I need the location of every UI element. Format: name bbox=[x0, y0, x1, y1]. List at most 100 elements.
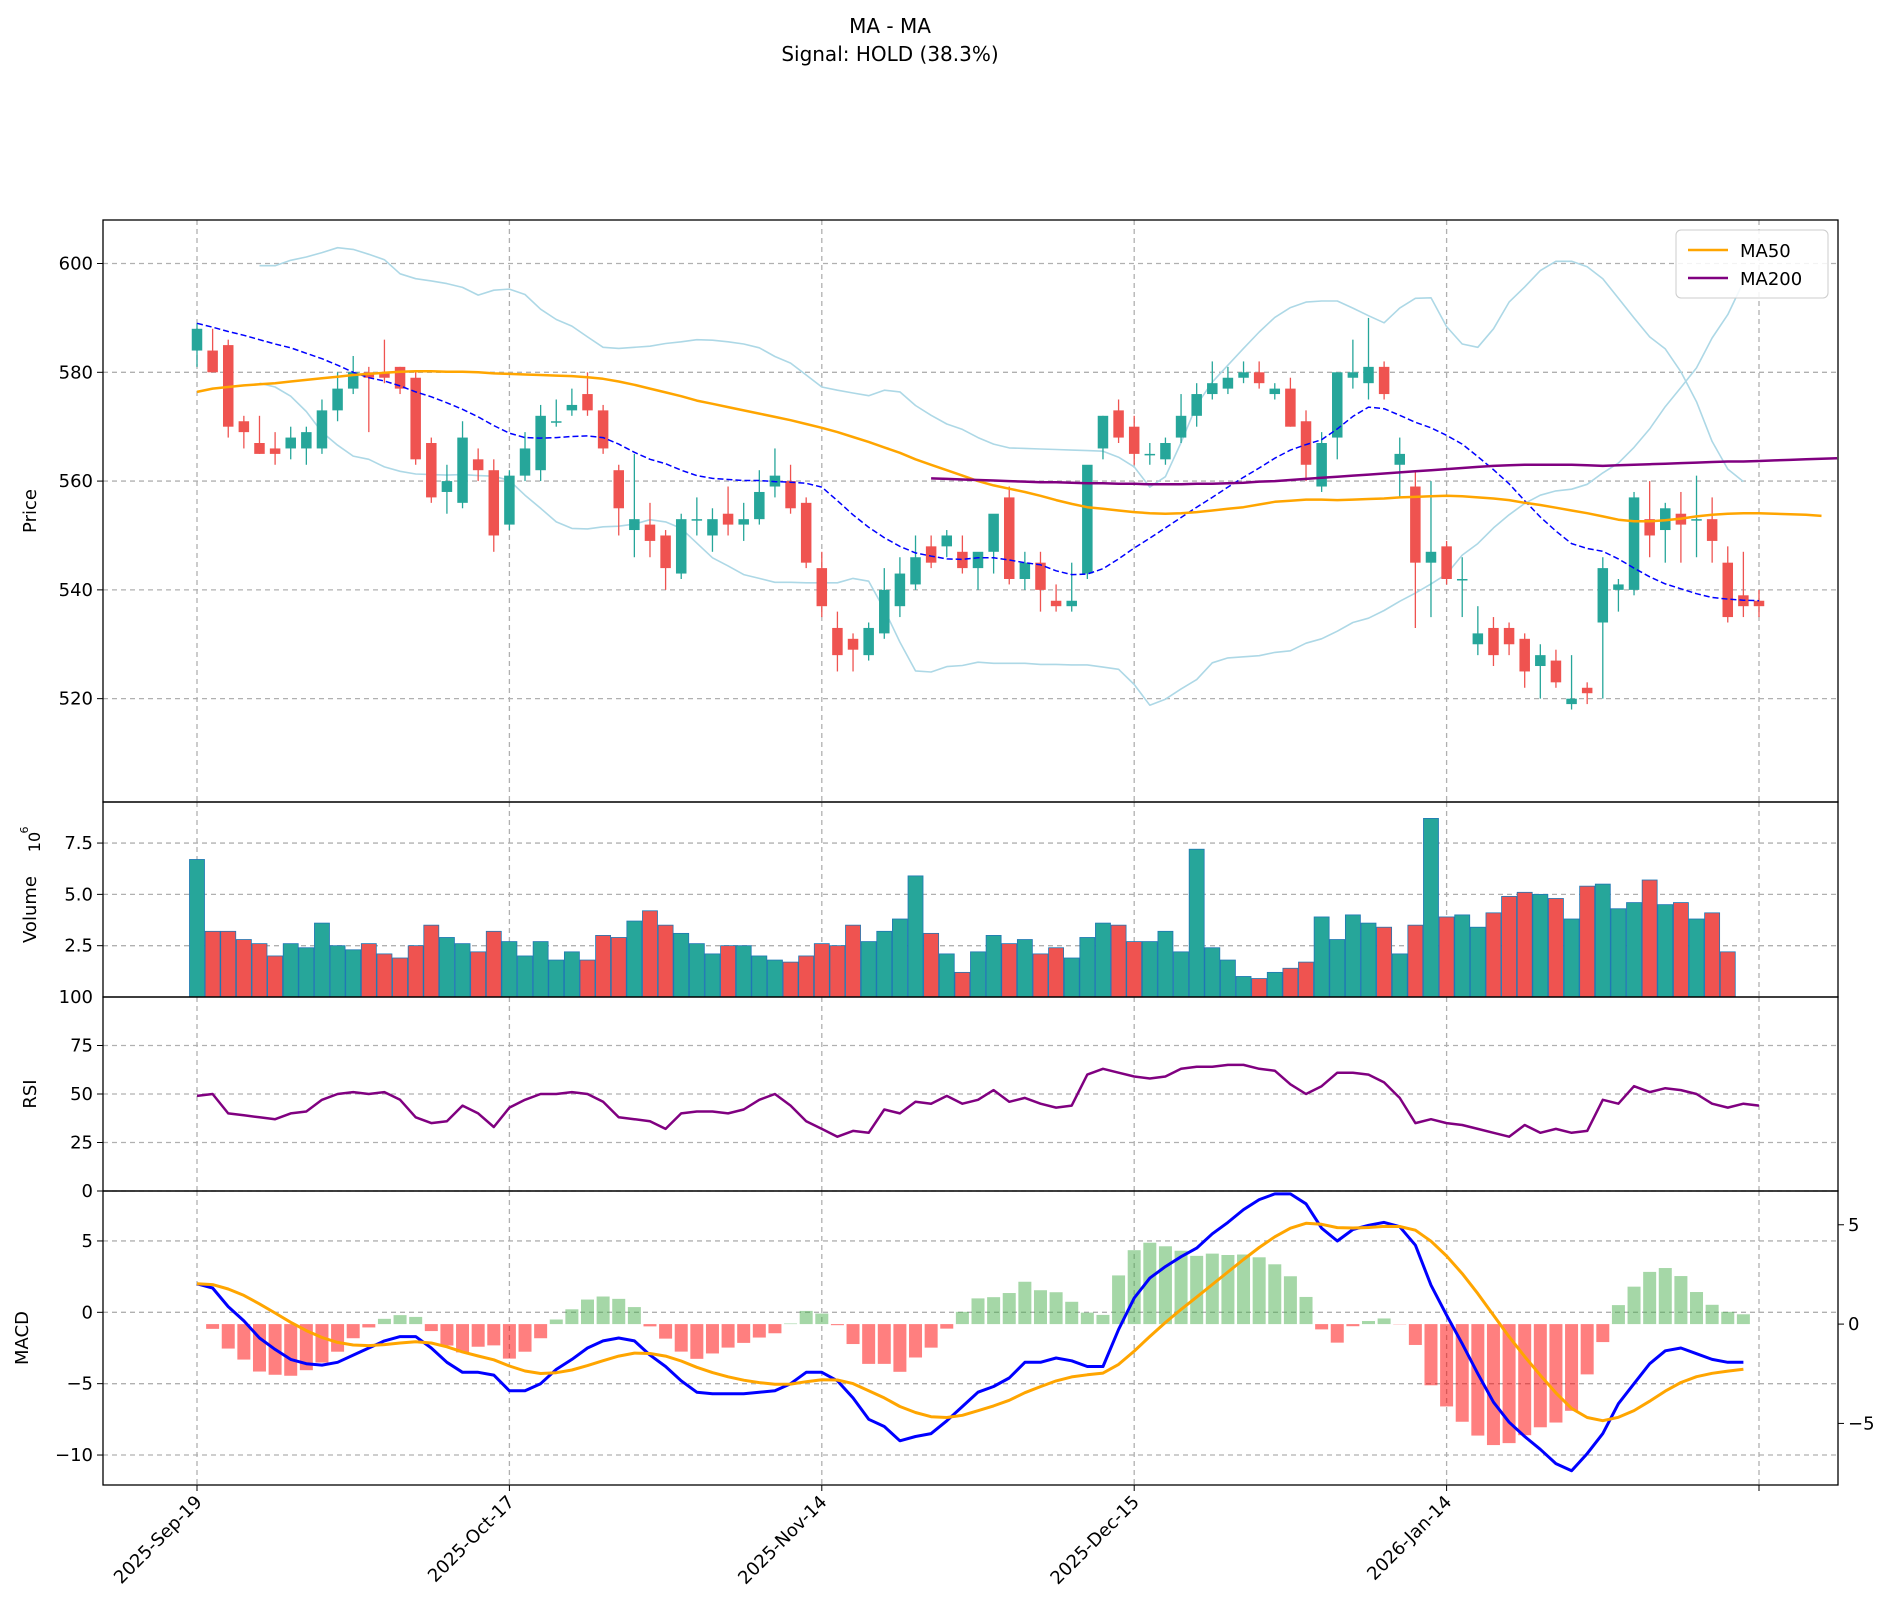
macd-histogram-bar bbox=[1502, 1324, 1516, 1444]
volume-bar bbox=[1454, 914, 1471, 998]
legend-label-ma50: MA50 bbox=[1740, 241, 1791, 262]
volume-bar bbox=[673, 932, 690, 998]
volume-bar bbox=[1673, 902, 1689, 998]
candle-body bbox=[629, 519, 640, 531]
candle bbox=[644, 502, 656, 558]
candle-body bbox=[472, 459, 484, 471]
candle-body bbox=[1550, 660, 1562, 683]
volume-bar bbox=[1548, 898, 1564, 998]
candle bbox=[1738, 551, 1749, 618]
macd-histogram-bar bbox=[940, 1324, 954, 1329]
candle-body bbox=[488, 470, 500, 536]
candle bbox=[441, 464, 453, 514]
candle-body bbox=[894, 573, 906, 607]
candle-body bbox=[707, 519, 718, 536]
candle-body bbox=[722, 513, 734, 525]
candle bbox=[1456, 557, 1468, 618]
macd-y2tick-label: −5 bbox=[1848, 1413, 1875, 1434]
macd-histogram-bar bbox=[1627, 1286, 1641, 1325]
candle bbox=[301, 426, 312, 465]
ma50-line bbox=[196, 369, 1822, 523]
plot-layer: 520540560580600PriceMA50MA2002.55.07.510… bbox=[12, 219, 1875, 1589]
candle bbox=[1207, 361, 1218, 400]
candle-body bbox=[1535, 655, 1546, 667]
candle-body bbox=[551, 421, 562, 423]
candle bbox=[254, 415, 265, 454]
candle bbox=[1425, 481, 1437, 618]
macd-histogram-bar bbox=[705, 1324, 719, 1354]
volume-bar bbox=[1251, 978, 1268, 998]
volume-grid: 2.5 5.0 7.5 bbox=[64, 802, 1838, 997]
volume-bar bbox=[1501, 896, 1517, 998]
macd-histogram-bar bbox=[1315, 1324, 1329, 1330]
candle-body bbox=[941, 535, 953, 547]
volume-bar bbox=[688, 943, 705, 998]
candle bbox=[1535, 644, 1546, 699]
macd-histogram-bar bbox=[409, 1316, 423, 1325]
candle bbox=[1581, 682, 1593, 705]
volume-bar bbox=[610, 937, 627, 998]
macd-ytick-label: −10 bbox=[55, 1445, 93, 1466]
macd-histogram-bar bbox=[955, 1311, 969, 1325]
candle bbox=[910, 535, 921, 590]
candle bbox=[1503, 622, 1515, 656]
candle-body bbox=[1425, 551, 1437, 563]
rsi-ytick-label: 50 bbox=[70, 1084, 93, 1105]
macd-histogram-bar bbox=[440, 1324, 454, 1346]
candle bbox=[551, 399, 562, 427]
candle-body bbox=[238, 421, 250, 433]
candle bbox=[941, 530, 953, 558]
macd-histogram-bar bbox=[1705, 1304, 1719, 1325]
candle bbox=[1613, 578, 1624, 612]
rsi-ytick-label: 75 bbox=[70, 1036, 93, 1057]
volume-bar bbox=[1344, 914, 1361, 998]
volume-bar bbox=[845, 924, 861, 998]
volume-bar bbox=[298, 947, 315, 998]
macd-histogram-bar bbox=[1002, 1293, 1016, 1325]
candle-body bbox=[1160, 443, 1171, 460]
candle bbox=[691, 497, 703, 536]
candle-body bbox=[1347, 372, 1359, 378]
macd-histogram-bar bbox=[799, 1310, 813, 1325]
x-tick-label: 2025-Dec-15 bbox=[1046, 1492, 1143, 1589]
candle bbox=[1316, 432, 1327, 492]
macd-histogram-bar bbox=[1252, 1257, 1266, 1325]
macd-histogram-bar bbox=[1362, 1321, 1375, 1325]
candle bbox=[488, 459, 500, 552]
candle-body bbox=[1113, 410, 1124, 438]
candle bbox=[972, 551, 984, 590]
candle-body bbox=[1144, 453, 1156, 456]
macd-ytick-label: 5 bbox=[82, 1231, 93, 1252]
candle bbox=[1347, 339, 1359, 389]
volume-ytick-label: 2.5 bbox=[64, 936, 93, 957]
candle bbox=[1628, 491, 1640, 596]
macd-histogram-bar bbox=[315, 1324, 329, 1363]
volume-bar bbox=[563, 951, 580, 998]
candle bbox=[1175, 394, 1187, 444]
candle bbox=[1597, 557, 1609, 699]
volume-bar bbox=[1329, 939, 1346, 998]
macd-histogram-bar bbox=[846, 1324, 860, 1345]
volume-bar bbox=[1048, 947, 1064, 998]
candle bbox=[988, 513, 999, 574]
candle-body bbox=[1613, 584, 1624, 590]
candle-body bbox=[504, 475, 515, 525]
candle bbox=[769, 448, 781, 498]
candle-body bbox=[566, 404, 578, 411]
candle-body bbox=[816, 568, 828, 607]
price-ytick-label: 580 bbox=[59, 362, 93, 383]
x-tick-label: 2026-Jan-14 bbox=[1363, 1492, 1456, 1585]
macd-histogram-bar bbox=[581, 1299, 594, 1325]
candle-body bbox=[1441, 546, 1452, 579]
candle-body bbox=[1519, 638, 1530, 672]
macd-histogram-bar bbox=[643, 1324, 657, 1327]
candle-body bbox=[1019, 562, 1031, 579]
candle bbox=[832, 611, 843, 672]
candle bbox=[410, 372, 421, 465]
volume-bar bbox=[251, 943, 268, 998]
macd-histogram-bar bbox=[1065, 1301, 1079, 1325]
candle bbox=[1113, 399, 1124, 444]
volume-bar bbox=[1626, 902, 1642, 998]
volume-bar bbox=[860, 941, 877, 998]
candle-body bbox=[1207, 383, 1218, 395]
